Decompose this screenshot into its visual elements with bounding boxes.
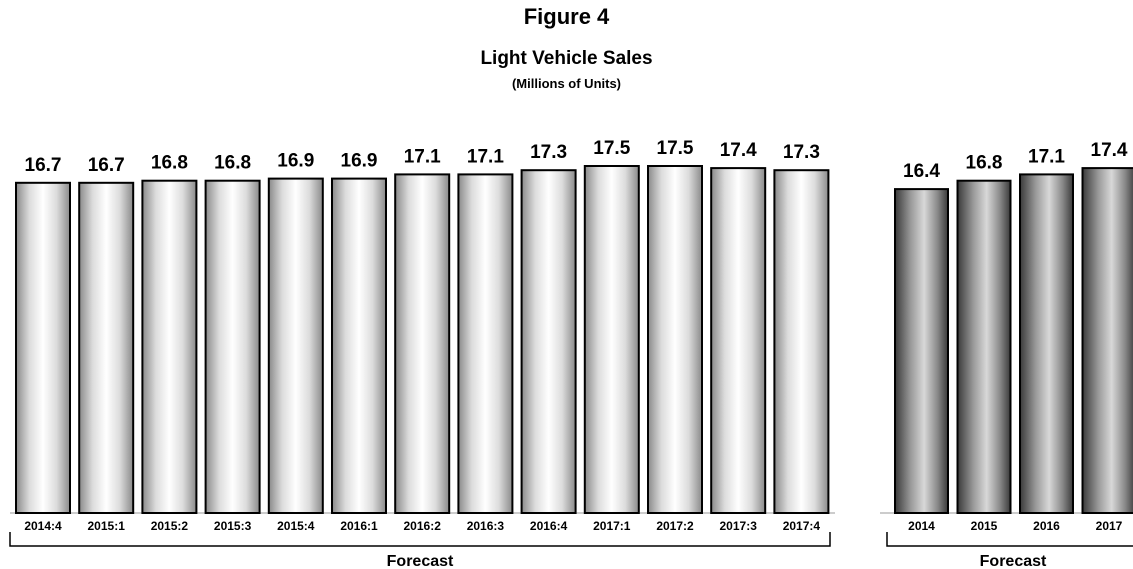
data-label-2015:1: 16.7 bbox=[88, 155, 125, 176]
data-label-2014:4: 16.7 bbox=[25, 155, 62, 176]
bar-2017:1 bbox=[583, 165, 640, 514]
bar-2015:2 bbox=[141, 179, 198, 514]
data-label-2017:4: 17.3 bbox=[783, 142, 820, 163]
annual-panel: 16.4 2014 16.8 2015 17.1 2016 17.4 2017 Forecast bbox=[880, 140, 1133, 569]
tick-label-2016:2: 2016:2 bbox=[404, 519, 442, 533]
data-label-2016:4: 17.3 bbox=[530, 142, 567, 163]
figure-label: Figure 4 bbox=[523, 4, 610, 29]
bar-2015:3 bbox=[204, 179, 261, 514]
bar-2016:1 bbox=[331, 177, 387, 514]
tick-label-2016:3: 2016:3 bbox=[467, 519, 505, 533]
tick-label-2016:1: 2016:1 bbox=[340, 519, 378, 533]
forecast-bracket bbox=[886, 532, 1133, 547]
tick-label-2015:2: 2015:2 bbox=[151, 519, 189, 533]
data-label-2017:3: 17.4 bbox=[720, 140, 757, 161]
data-label-2016: 17.1 bbox=[1028, 146, 1065, 167]
data-label-2017:1: 17.5 bbox=[593, 138, 630, 159]
bar-2015:4 bbox=[267, 177, 324, 514]
bar-2017:3 bbox=[710, 167, 767, 514]
bar-2015:1 bbox=[78, 181, 135, 515]
bar-2016:3 bbox=[457, 173, 514, 514]
tick-label-2014: 2014 bbox=[908, 519, 935, 533]
data-label-2015:4: 16.9 bbox=[277, 151, 314, 172]
tick-label-2015:1: 2015:1 bbox=[88, 519, 126, 533]
bar-2017:2 bbox=[647, 165, 703, 514]
data-label-2016:1: 16.9 bbox=[341, 151, 378, 172]
bar-2016:2 bbox=[394, 173, 451, 514]
tick-label-2016: 2016 bbox=[1033, 519, 1060, 533]
data-label-2015:3: 16.8 bbox=[214, 153, 251, 174]
tick-label-2014:4: 2014:4 bbox=[24, 519, 62, 533]
bar-2016 bbox=[1019, 173, 1074, 514]
data-label-2015: 16.8 bbox=[966, 153, 1003, 174]
bar-2017 bbox=[1081, 167, 1133, 514]
tick-label-2017: 2017 bbox=[1096, 519, 1123, 533]
forecast-label: Forecast bbox=[980, 553, 1047, 569]
tick-label-2017:3: 2017:3 bbox=[720, 519, 758, 533]
chart-title: Light Vehicle Sales bbox=[480, 48, 653, 69]
bar-2015 bbox=[956, 179, 1012, 514]
bar-2014 bbox=[894, 188, 949, 514]
bar-2014:4 bbox=[15, 181, 71, 515]
tick-label-2015:4: 2015:4 bbox=[277, 519, 315, 533]
tick-label-2017:4: 2017:4 bbox=[783, 519, 821, 533]
tick-label-2015:3: 2015:3 bbox=[214, 519, 252, 533]
chart-subtitle: (Millions of Units) bbox=[511, 76, 622, 91]
data-label-2015:2: 16.8 bbox=[151, 153, 188, 174]
forecast-label: Forecast bbox=[387, 553, 454, 569]
data-label-2017:2: 17.5 bbox=[657, 138, 694, 159]
tick-label-2015: 2015 bbox=[971, 519, 998, 533]
tick-label-2016:4: 2016:4 bbox=[530, 519, 568, 533]
data-label-2016:3: 17.1 bbox=[467, 146, 504, 167]
forecast-bracket bbox=[9, 532, 831, 547]
data-label-2016:2: 17.1 bbox=[404, 146, 441, 167]
data-label-2014: 16.4 bbox=[903, 161, 940, 182]
quarterly-panel: 16.7 2014:4 16.7 2015:1 16.8 2015:2 16.8 2015:3… bbox=[9, 138, 835, 569]
bar-2017:4 bbox=[773, 169, 830, 514]
tick-label-2017:1: 2017:1 bbox=[593, 519, 631, 533]
data-label-2017: 17.4 bbox=[1091, 140, 1128, 161]
bar-2016:4 bbox=[520, 169, 577, 514]
tick-label-2017:2: 2017:2 bbox=[656, 519, 694, 533]
